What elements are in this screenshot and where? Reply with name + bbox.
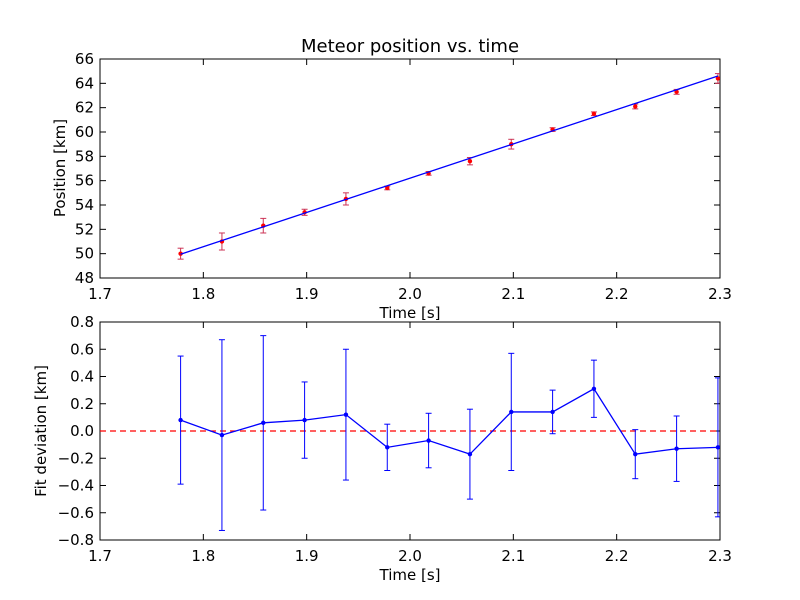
deviation-line [180,387,718,455]
x-tick-label: 2.1 [501,285,525,303]
x-tick-label: 2.0 [398,285,422,303]
y-tick-label: −0.4 [58,477,94,495]
data-point [261,420,266,426]
data-point [674,446,679,451]
data-point [467,451,473,457]
deviation-panel: Time [s] Fit deviation [km] 1.7 1.8 1.9 2.0… [32,313,732,584]
data-point [219,432,225,438]
data-point [633,104,638,109]
x-tick-label: 1.8 [191,547,215,565]
x-tick-label: 2.3 [708,285,732,303]
y-tick-label: 66 [75,50,94,68]
y-axis-label: Fit deviation [km] [32,365,50,497]
x-tick-label: 2.3 [708,547,732,565]
y-tick-label: 54 [75,196,94,214]
x-axis-label: Time [s] [379,566,441,584]
y-tick-label: 0.2 [70,395,94,413]
y-tick-label: −0.2 [58,449,94,467]
data-layer [177,73,720,260]
y-tick-label: 64 [75,74,94,92]
y-tick-label: 0.8 [70,313,94,331]
plot-area: 1.7 1.8 1.9 2.0 2.1 2.2 2.3 −0.8 −0.6 −0.4 −0.2 0.0… [58,313,732,565]
y-tick-label: −0.6 [58,504,94,522]
data-point [302,417,307,423]
axes-frame [99,58,721,279]
data-point [385,185,390,191]
x-tick-label: 2.0 [398,547,422,565]
x-tick-label: 1.7 [88,547,112,565]
y-tick-label: 50 [75,245,94,263]
x-tick-label: 1.9 [295,547,319,565]
x-tick-label: 1.8 [191,285,215,303]
data-point [385,445,390,450]
x-tick-label: 2.2 [605,547,629,565]
plot-area: 1.7 1.8 1.9 2.0 2.1 2.2 2.3 48 50 52 54 56 58 60 62 64 6… [75,50,732,303]
y-tick-label: 0.4 [70,368,94,386]
data-point [591,386,597,391]
x-axis-label: Time [s] [379,304,441,322]
data-point [426,438,431,443]
data-point [178,417,183,423]
y-tick-label: 0.6 [70,340,94,358]
chart-title: Meteor position vs. time [301,36,519,57]
data-point [591,111,597,116]
data-point [509,409,514,415]
y-axis-label: Position [km] [51,119,69,217]
y-tick-label: −0.8 [58,531,94,549]
data-point [343,412,349,417]
y-tick-label: 58 [75,147,94,165]
x-tick-label: 2.1 [501,547,525,565]
y-tick-label: 56 [75,172,94,190]
data-point [467,159,473,164]
y-tick-label: 0.0 [70,422,94,440]
y-tick-label: 60 [75,123,94,141]
data-point [715,76,720,81]
x-tick-label: 1.9 [295,285,319,303]
data-point [633,451,638,457]
y-tick-label: 48 [75,269,94,287]
x-tick-label: 2.2 [605,285,629,303]
y-tick-label: 62 [75,99,94,117]
position-panel: Meteor position vs. time Time [s] Positi… [51,36,732,322]
data-layer [100,335,720,531]
x-tick-label: 1.7 [88,285,112,303]
fit-line [180,75,719,255]
data-point [550,409,555,415]
data-point [715,445,720,450]
y-tick-label: 52 [75,220,94,238]
